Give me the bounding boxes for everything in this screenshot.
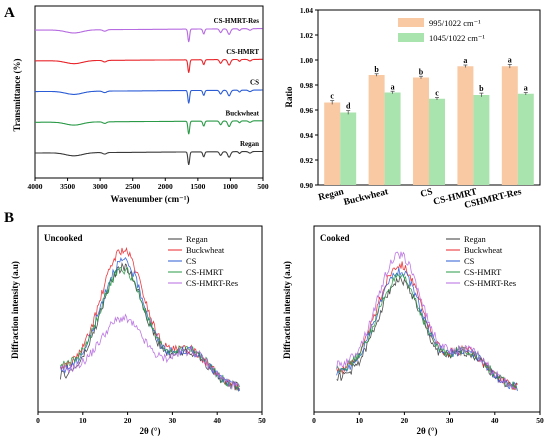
panel-label-a: A bbox=[4, 5, 15, 21]
xrd-xtick-label: 50 bbox=[258, 416, 266, 425]
xrd-xtick-label: 30 bbox=[169, 416, 177, 425]
ftir-line-regan bbox=[35, 150, 263, 166]
ftir-series-label: CS-HMRT-Res bbox=[214, 17, 260, 25]
xrd-uncooked-chart: Diffraction intensity (a.u) 2θ (°) Uncoo… bbox=[10, 225, 266, 436]
ftir-line-cs bbox=[35, 89, 263, 104]
bar-cshmrt-res-0 bbox=[501, 66, 518, 185]
ftir-xtick-label: 1000 bbox=[223, 182, 238, 191]
bar-ytick-label: 0.90 bbox=[300, 181, 313, 190]
bar-legend-label: 995/1022 cm⁻¹ bbox=[429, 18, 481, 28]
bar-cs-1 bbox=[429, 98, 445, 185]
bar-sig-letter: a bbox=[508, 55, 512, 64]
xrd-frame bbox=[313, 225, 541, 413]
xrd-cooked-chart: Diffraction intensity (a.u) 2θ (°) Cooke… bbox=[282, 225, 544, 436]
bar-regan-1 bbox=[340, 112, 357, 185]
xrd-uncooked-ylabel: Diffraction intensity (a.u) bbox=[10, 261, 20, 359]
xrd-xtick-label: 30 bbox=[446, 416, 454, 425]
bar-ytick-label: 0.94 bbox=[300, 131, 313, 140]
bar-sig-letter: b bbox=[374, 65, 379, 74]
ftir-xtick-label: 500 bbox=[257, 182, 269, 191]
xrd-line-cs bbox=[336, 267, 518, 392]
bar-sig-letter: b bbox=[419, 67, 424, 76]
xrd-xtick-label: 20 bbox=[124, 416, 132, 425]
xrd-xtick-label: 10 bbox=[79, 416, 87, 425]
xrd-xtick-label: 20 bbox=[401, 416, 409, 425]
bar-ytick-label: 0.96 bbox=[300, 106, 313, 115]
xrd-uncooked-xlabel: 2θ (°) bbox=[139, 426, 160, 436]
bar-ytick-label: 1.04 bbox=[300, 6, 313, 15]
bar-regan-0 bbox=[324, 102, 341, 185]
xrd-frame bbox=[37, 225, 263, 413]
xrd-cooked-title: Cooked bbox=[320, 233, 350, 243]
ftir-line-cs-hmrt-res bbox=[35, 28, 263, 43]
bar-legend-label: 1045/1022 cm⁻¹ bbox=[429, 33, 485, 43]
bar-category-label: Regan bbox=[317, 187, 345, 203]
bar-ytick-label: 0.98 bbox=[300, 81, 313, 90]
xrd-legend-label: CS bbox=[464, 256, 475, 266]
ftir-xtick-label: 1500 bbox=[190, 182, 205, 191]
xrd-legend-label: CS-HMRT-Res bbox=[464, 278, 516, 288]
xrd-legend-label: CS-HMRT bbox=[186, 267, 224, 277]
ftir-chart: Transmittance (%) Wavenumber (cm⁻¹) 4000… bbox=[12, 5, 269, 204]
bar-cs-hmrt-1 bbox=[473, 95, 490, 185]
ftir-xtick-label: 3500 bbox=[60, 182, 75, 191]
xrd-legend-label: Regan bbox=[186, 234, 208, 244]
ftir-line-buckwheat bbox=[35, 120, 263, 135]
ftir-series-label: CS bbox=[250, 79, 259, 87]
xrd-legend-label: Buckwheat bbox=[464, 245, 503, 255]
bar-ylabel: Ratio bbox=[284, 86, 294, 107]
bar-cs-0 bbox=[413, 77, 429, 185]
bar-sig-letter: a bbox=[391, 82, 395, 91]
ratio-bar-chart: Ratio 0.90 0.92 0.94 0.96 0.98 1.00 1.02 1.04 c d… bbox=[284, 6, 541, 211]
xrd-uncooked-title: Uncooked bbox=[44, 233, 83, 243]
xrd-line-cs-hmrt-res bbox=[60, 313, 240, 391]
bar-sig-letter: d bbox=[346, 102, 351, 111]
xrd-legend-label: CS-HMRT bbox=[464, 267, 502, 277]
xrd-xtick-label: 10 bbox=[355, 416, 363, 425]
ftir-xlabel: Wavenumber (cm⁻¹) bbox=[110, 194, 189, 204]
xrd-legend-label: CS bbox=[186, 256, 197, 266]
ftir-series-label: CS-HMRT bbox=[226, 48, 259, 56]
xrd-legend-label: Buckwheat bbox=[186, 245, 225, 255]
bar-cshmrt-res-1 bbox=[517, 93, 534, 185]
xrd-xtick-label: 0 bbox=[312, 416, 316, 425]
ftir-xtick-label: 3000 bbox=[93, 182, 108, 191]
bar-cs-hmrt-0 bbox=[457, 66, 474, 185]
ftir-series-label: Regan bbox=[240, 140, 259, 148]
ftir-xtick-label: 2500 bbox=[125, 182, 140, 191]
ftir-series-label: Buckwheat bbox=[226, 109, 260, 117]
bar-buckwheat-0 bbox=[368, 75, 385, 185]
ftir-line-cs-hmrt bbox=[35, 58, 263, 73]
xrd-line-cs-hmrt bbox=[336, 272, 518, 390]
bar-ytick-label: 1.02 bbox=[300, 31, 313, 40]
xrd-xtick-label: 50 bbox=[536, 416, 544, 425]
xrd-legend-label: CS-HMRT-Res bbox=[186, 278, 238, 288]
bar-legend-swatch bbox=[398, 18, 424, 27]
bar-sig-letter: c bbox=[330, 92, 334, 101]
ftir-xtick-label: 4000 bbox=[28, 182, 43, 191]
bar-ytick-label: 0.92 bbox=[300, 156, 313, 165]
ftir-xtick-label: 2000 bbox=[158, 182, 173, 191]
xrd-legend-label: Regan bbox=[464, 234, 486, 244]
panel-label-b: B bbox=[4, 210, 14, 226]
bar-sig-letter: a bbox=[463, 56, 467, 65]
bar-category-label: CS bbox=[420, 187, 434, 200]
xrd-xtick-label: 0 bbox=[36, 416, 40, 425]
ftir-ylabel: Transmittance (%) bbox=[12, 58, 22, 131]
xrd-xtick-label: 40 bbox=[491, 416, 499, 425]
bar-category-label: Buckwheat bbox=[343, 187, 390, 208]
xrd-cooked-xlabel: 2θ (°) bbox=[416, 426, 437, 436]
bar-legend-swatch bbox=[398, 33, 424, 42]
bar-sig-letter: a bbox=[524, 84, 528, 93]
xrd-xtick-label: 40 bbox=[213, 416, 221, 425]
bar-sig-letter: b bbox=[479, 84, 484, 93]
xrd-line-cs-hmrt-res bbox=[336, 251, 518, 390]
xrd-cooked-ylabel: Diffraction intensity (a.u) bbox=[282, 261, 292, 359]
bar-ytick-label: 1.00 bbox=[300, 56, 313, 65]
bar-buckwheat-1 bbox=[384, 92, 401, 185]
bar-sig-letter: c bbox=[435, 89, 439, 98]
